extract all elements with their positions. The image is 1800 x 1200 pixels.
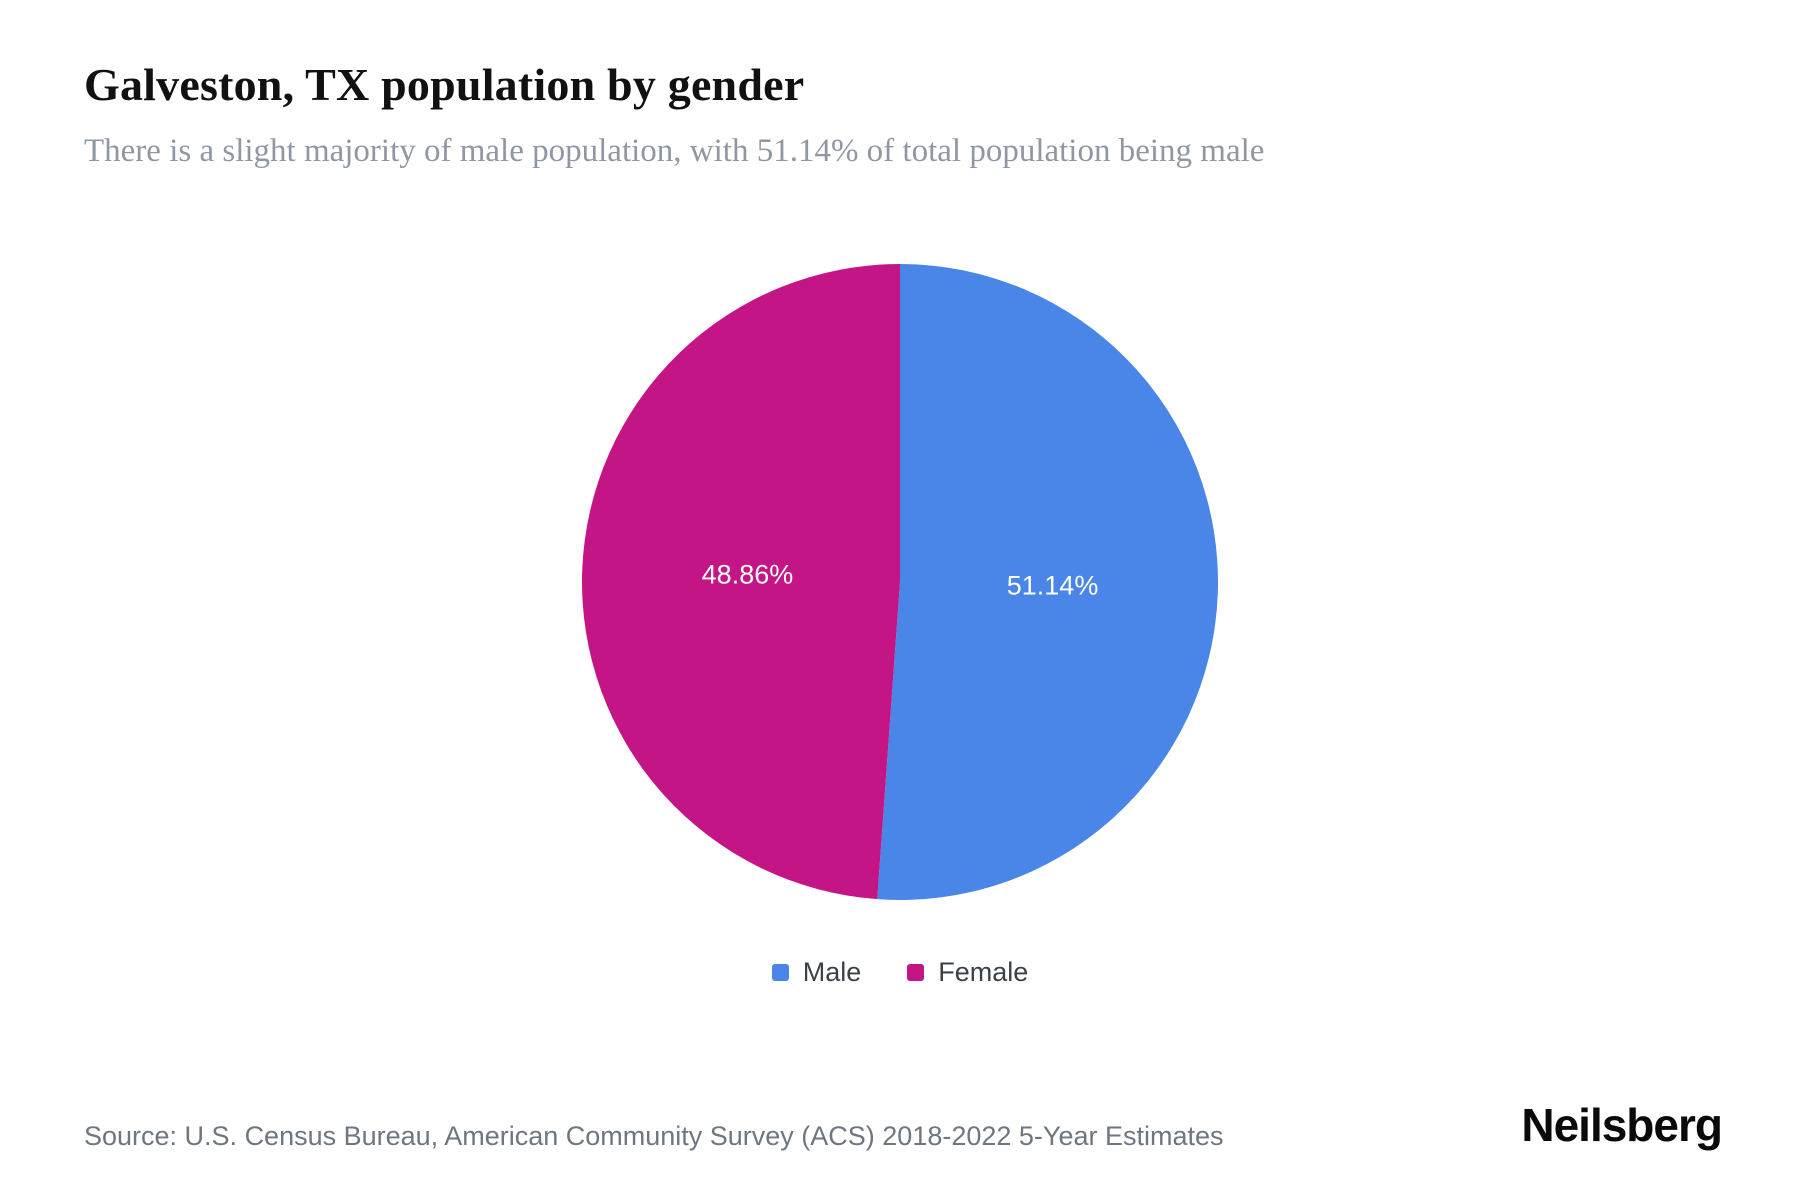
chart-footer: Source: U.S. Census Bureau, American Com… <box>0 1098 1800 1152</box>
legend-label-male: Male <box>802 957 862 987</box>
source-text: Source: U.S. Census Bureau, American Com… <box>84 1121 1224 1151</box>
legend-label-female: Female <box>938 957 1029 987</box>
pie-slice-label-female: 48.86% <box>702 560 794 590</box>
legend-swatch-female <box>907 964 925 981</box>
chart-subtitle: There is a slight majority of male popul… <box>84 133 1265 169</box>
pie-slice-label-male: 51.14% <box>1007 571 1099 601</box>
legend-item-male[interactable]: Male <box>771 957 862 988</box>
pie-chart: 51.14% 48.86% <box>582 264 1218 900</box>
legend-item-female[interactable]: Female <box>907 957 1028 988</box>
pie-slice-male[interactable] <box>877 264 1218 900</box>
legend: Male Female <box>0 957 1800 988</box>
chart-area: 51.14% 48.86% <box>0 262 1800 902</box>
brand-logo: Neilsberg <box>1521 1099 1723 1151</box>
legend-swatch-male <box>771 964 789 981</box>
chart-header: Galveston, TX population by gender There… <box>0 0 1800 170</box>
pie-slice-female[interactable] <box>582 264 900 900</box>
chart-title: Galveston, TX population by gender <box>84 59 805 110</box>
